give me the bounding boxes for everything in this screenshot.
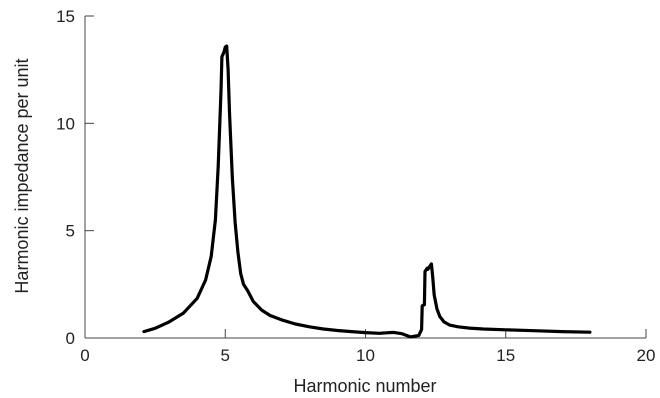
y-tick-label: 5 (66, 222, 75, 241)
x-tick-label: 10 (356, 346, 375, 365)
series-group (142, 44, 592, 339)
y-tick-label: 15 (56, 7, 75, 26)
ticks (84, 15, 647, 339)
y-tick-label: 10 (56, 114, 75, 133)
y-tick-label: 0 (66, 329, 75, 348)
x-tick-label: 20 (637, 346, 656, 365)
x-axis-title: Harmonic number (293, 376, 436, 396)
x-tick-label: 15 (496, 346, 515, 365)
tick-labels: 0 5 10 15 20 0 5 10 15 (56, 7, 655, 365)
impedance-series-line (142, 44, 592, 339)
y-axis-title: Harmonic impedance per unit (12, 58, 32, 293)
x-tick-label: 0 (80, 346, 89, 365)
x-tick-label: 5 (221, 346, 230, 365)
axes (84, 16, 646, 339)
